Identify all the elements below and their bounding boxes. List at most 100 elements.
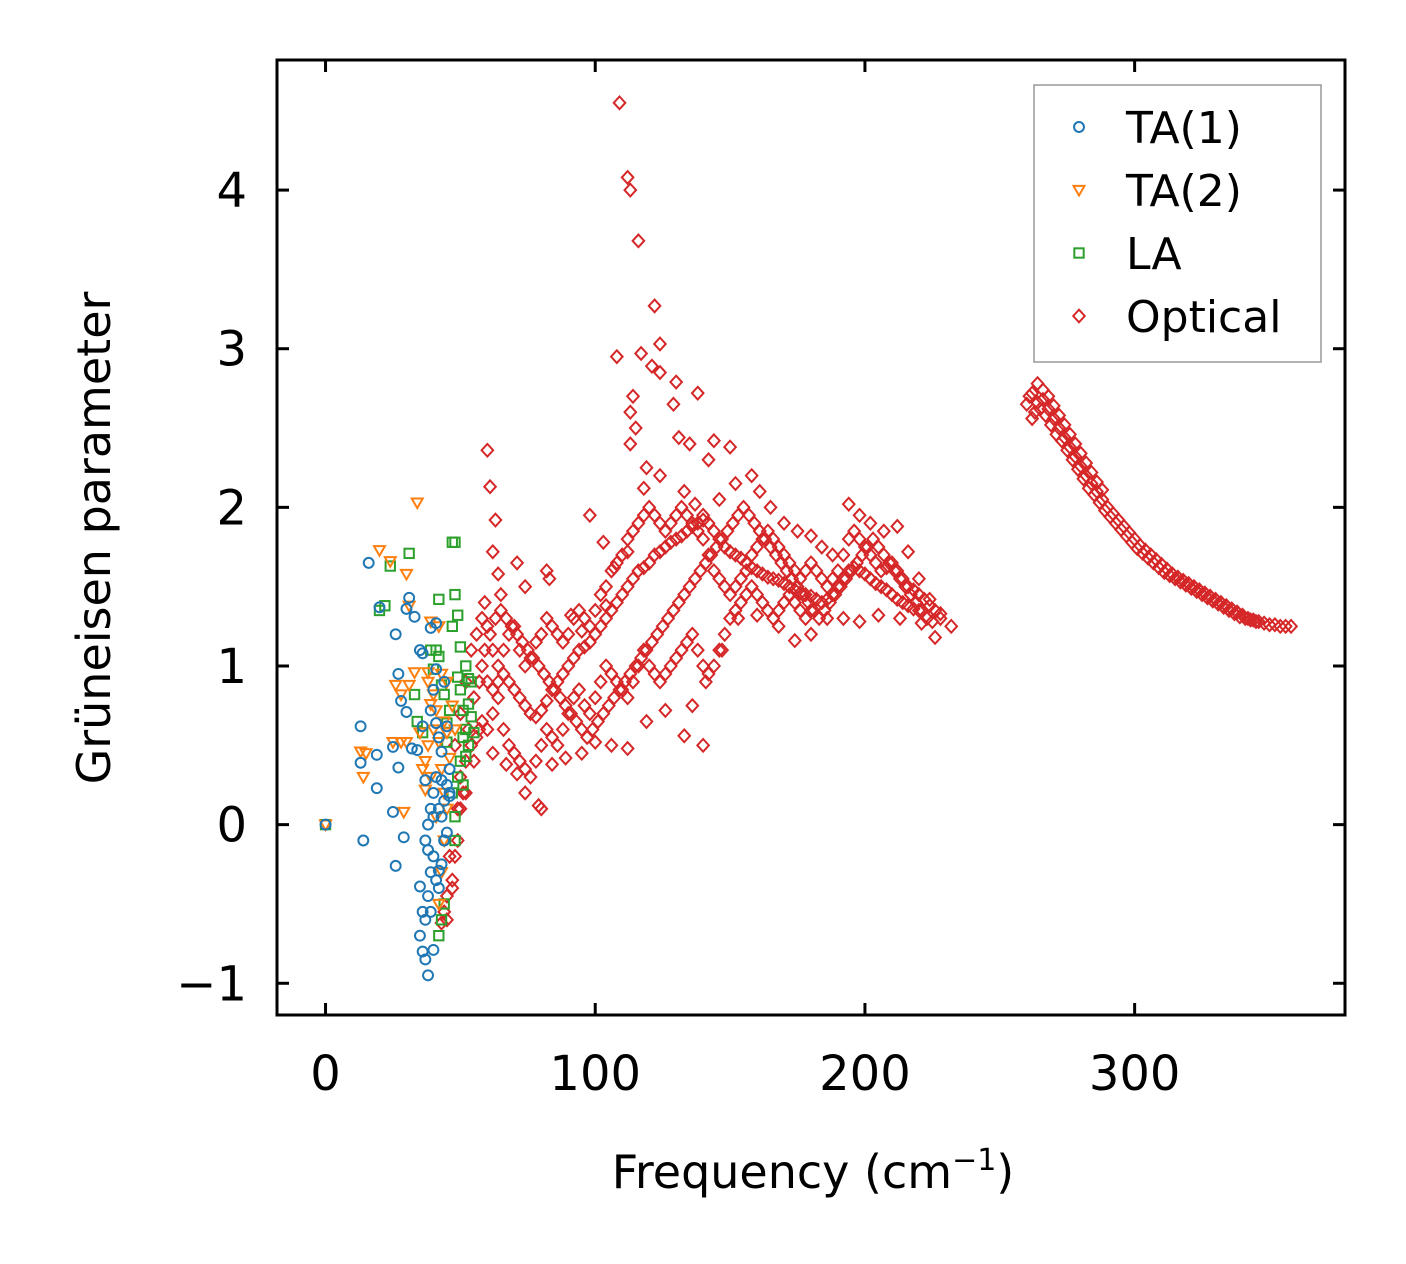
point-ta1 <box>416 720 429 733</box>
point-optical <box>582 507 597 524</box>
point-optical <box>706 432 722 449</box>
point-optical <box>658 702 673 719</box>
point-optical <box>933 605 948 622</box>
point-ta2 <box>410 497 425 511</box>
point-ta1 <box>424 704 437 717</box>
point-ta1 <box>408 610 421 623</box>
point-ta2 <box>420 740 436 753</box>
point-ta2 <box>399 737 414 750</box>
data-points <box>318 95 1299 982</box>
point-optical <box>644 358 660 374</box>
x-tick-label: 0 <box>310 1046 341 1102</box>
point-optical <box>620 740 635 757</box>
point-optical <box>1073 445 1088 462</box>
point-ta1 <box>422 844 434 856</box>
point-ta1 <box>357 834 370 847</box>
point-optical <box>636 559 651 576</box>
point-ta2 <box>407 667 422 680</box>
point-optical <box>1084 464 1099 481</box>
point-ta2 <box>356 771 371 785</box>
point-optical <box>836 610 851 627</box>
point-ta2 <box>426 689 441 703</box>
point-optical <box>701 547 716 563</box>
point-optical <box>539 563 554 579</box>
point-optical <box>623 404 638 420</box>
point-optical <box>539 693 554 709</box>
point-optical <box>464 642 479 658</box>
point-ta1 <box>440 779 453 791</box>
point-ta1 <box>419 774 432 787</box>
point-la <box>446 620 458 633</box>
point-optical <box>695 737 711 754</box>
point-optical <box>534 800 549 817</box>
point-optical <box>790 523 805 539</box>
point-optical <box>763 499 778 516</box>
point-ta1 <box>430 874 443 887</box>
point-optical <box>447 848 463 865</box>
legend-marker-la <box>1073 247 1085 259</box>
y-tick-label: 3 <box>216 322 247 378</box>
point-ta1 <box>370 748 383 761</box>
point-la <box>454 755 467 767</box>
point-ta1 <box>389 628 402 641</box>
point-ta1 <box>419 953 432 966</box>
point-la <box>433 650 445 663</box>
point-optical <box>544 756 560 773</box>
point-optical <box>453 705 468 722</box>
point-optical <box>690 385 705 401</box>
point-optical <box>871 607 886 624</box>
point-ta1 <box>413 929 426 942</box>
point-optical <box>1076 470 1091 487</box>
point-optical <box>633 345 649 362</box>
point-la <box>384 560 396 572</box>
point-optical <box>830 563 846 579</box>
point-optical <box>496 721 511 738</box>
point-ta2 <box>388 679 403 693</box>
point-optical <box>900 543 916 560</box>
point-ta1 <box>400 706 413 718</box>
point-ta1 <box>438 834 451 847</box>
point-optical <box>690 515 705 532</box>
point-ta1 <box>354 756 367 769</box>
point-optical <box>706 658 722 674</box>
point-ta2 <box>442 752 457 766</box>
x-tick-label: 100 <box>549 1046 641 1102</box>
axis-ticks: 0 100 200 300 −1 0 1 2 3 4 <box>176 60 1345 1102</box>
point-optical <box>749 607 765 624</box>
point-optical <box>873 563 889 579</box>
point-optical <box>509 766 525 782</box>
point-optical <box>787 632 802 649</box>
legend-marker-ta1 <box>1073 121 1085 133</box>
point-la <box>460 660 472 672</box>
point-optical <box>1068 436 1083 452</box>
point-optical <box>722 439 738 455</box>
point-optical <box>1046 398 1061 414</box>
point-optical <box>496 642 511 658</box>
point-optical <box>623 182 638 198</box>
point-la <box>460 723 472 736</box>
point-ta2 <box>431 898 447 912</box>
point-optical <box>442 848 457 865</box>
point-optical <box>439 912 455 928</box>
point-optical <box>485 745 500 762</box>
point-optical <box>927 629 943 646</box>
point-optical <box>1248 613 1264 630</box>
point-optical <box>534 626 549 643</box>
legend-markers <box>1071 121 1087 324</box>
point-optical <box>482 478 498 495</box>
point-la <box>454 641 467 653</box>
point-la <box>465 711 477 723</box>
point-ta1 <box>435 858 448 871</box>
point-ta1 <box>427 683 440 696</box>
y-tick-label: 0 <box>216 798 247 854</box>
point-ta1 <box>438 675 451 688</box>
point-optical <box>482 626 498 643</box>
point-optical <box>480 442 495 459</box>
point-optical <box>1262 616 1277 633</box>
point-ta1 <box>400 602 413 615</box>
y-tick-label: 4 <box>216 163 247 219</box>
point-optical <box>458 785 473 801</box>
point-optical <box>631 563 646 579</box>
point-ta2 <box>420 667 436 680</box>
point-ta1 <box>430 663 443 676</box>
